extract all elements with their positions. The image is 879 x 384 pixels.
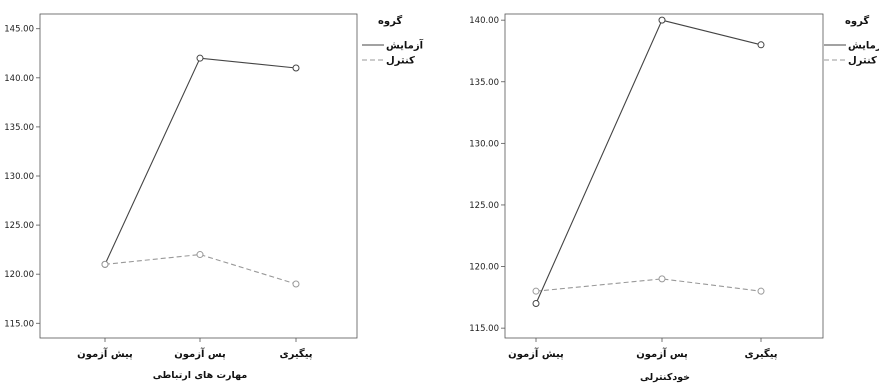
chart-self-control: گروه خودکنترلی 115.00 120.00 125.00 130.00 1…	[469, 13, 879, 383]
legend-label: کنترل	[386, 56, 415, 67]
x-tick-label: پیگیری	[744, 347, 777, 360]
data-point-experimental	[658, 16, 666, 24]
data-point-control	[196, 251, 204, 259]
y-tick-label: 125.00	[4, 221, 34, 231]
data-point-experimental	[532, 300, 540, 308]
data-point-experimental	[196, 54, 204, 62]
x-tick-label: پیش آزمون	[77, 347, 133, 360]
y-tick-label: 130.00	[469, 139, 499, 149]
x-tick-label: پس آزمون	[636, 347, 688, 360]
data-point-control	[101, 260, 109, 268]
legend-label: آزمایش	[386, 39, 424, 52]
x-tick-label: پیش آزمون	[508, 347, 564, 360]
legend-title: گروه	[845, 14, 869, 27]
data-point-control	[532, 287, 540, 295]
y-tick-label: 120.00	[4, 270, 34, 280]
series-line-experimental	[535, 19, 762, 304]
series-line-control	[535, 278, 762, 292]
x-tick-label: پیگیری	[279, 347, 312, 360]
plot-frame	[504, 13, 824, 339]
x-axis-label: مهارت های ارتباطی	[153, 370, 248, 381]
data-point-experimental	[292, 64, 300, 72]
y-tick-label: 115.00	[4, 319, 34, 329]
y-tick-label: 125.00	[469, 201, 499, 211]
x-tick-label: پس آزمون	[174, 347, 226, 360]
y-tick-label: 115.00	[469, 324, 499, 334]
y-tick-label: 140.00	[4, 74, 34, 84]
chart-communication-skills: گروه مهارت های ارتباطی 115.00 120.00 125.0…	[4, 13, 424, 381]
legend-label: آزمایش	[848, 39, 879, 52]
data-point-experimental	[757, 41, 765, 49]
data-point-control	[658, 275, 666, 283]
y-tick-label: 120.00	[469, 263, 499, 273]
y-tick-label: 140.00	[469, 16, 499, 26]
legend-title: گروه	[378, 14, 402, 27]
y-tick-label: 130.00	[4, 172, 34, 182]
y-tick-label: 135.00	[469, 78, 499, 88]
series-line-control	[104, 253, 297, 285]
legend-label: کنترل	[848, 56, 877, 67]
x-axis-label: خودکنترلی	[640, 372, 690, 383]
y-tick-label: 145.00	[4, 25, 34, 35]
series-line-experimental	[104, 57, 297, 265]
data-point-control	[292, 280, 300, 288]
data-point-control	[757, 287, 765, 295]
y-tick-label: 135.00	[4, 123, 34, 133]
